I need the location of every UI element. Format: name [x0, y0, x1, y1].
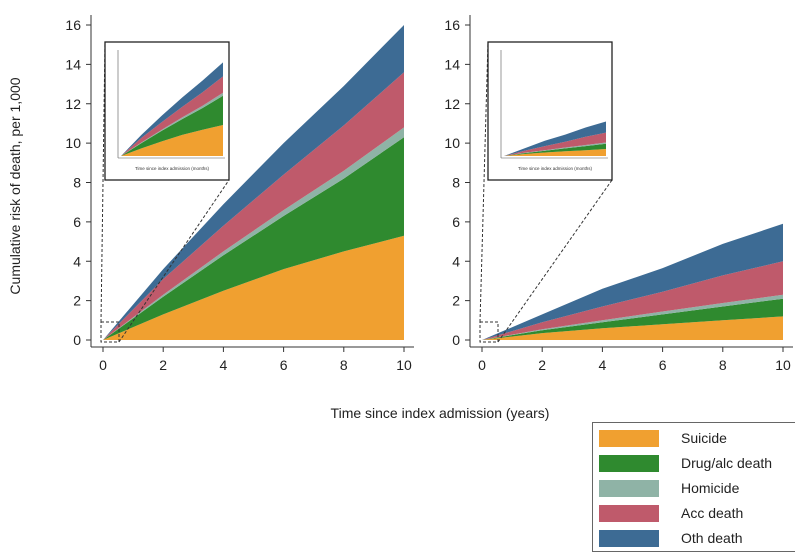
y-tick-label: 12 [444, 96, 460, 112]
area-suicide [482, 316, 783, 340]
inset-area-acc-death [121, 76, 223, 156]
zoom-connector-line [479, 41, 489, 323]
y-tick-label: 12 [65, 96, 81, 112]
legend-label: Suicide [681, 430, 727, 446]
area-suicide [103, 235, 404, 340]
legend-swatch [599, 454, 659, 472]
inset-area-oth-death [121, 62, 223, 156]
y-tick-label: 0 [452, 332, 460, 348]
x-tick-label: 0 [99, 357, 107, 373]
y-tick-label: 2 [452, 293, 460, 309]
y-tick-label: 6 [73, 214, 81, 230]
legend-item-suicide: Suicide [599, 429, 727, 447]
legend-label: Homicide [681, 480, 740, 496]
area-drug-alc-death [482, 298, 783, 340]
y-tick-label: 6 [452, 214, 460, 230]
inset-x-axis-title: Time since index admission (months) [135, 166, 210, 171]
y-tick-label: 4 [73, 253, 81, 269]
area-homicide [482, 294, 783, 340]
x-axis-title: Time since index admission (years) [331, 405, 550, 421]
y-tick-label: 0 [73, 332, 81, 348]
area-homicide [103, 127, 404, 341]
inset-area-oth-death [504, 121, 606, 156]
zoom-region-box [100, 321, 120, 343]
x-tick-label: 2 [538, 357, 546, 373]
inset-area-acc-death [504, 132, 606, 156]
y-tick-label: 16 [65, 17, 81, 33]
chart-legend: Suicide Drug/alc death Homicide Acc deat… [592, 422, 795, 552]
legend-item-acc-death: Acc death [599, 504, 743, 522]
y-tick-label: 14 [444, 56, 460, 72]
inset-area-homicide [504, 142, 606, 156]
y-tick-label: 16 [444, 17, 460, 33]
legend-item-oth-death: Oth death [599, 529, 743, 547]
legend-label: Oth death [681, 530, 743, 546]
inset-area-suicide [121, 125, 223, 156]
x-tick-label: 4 [220, 357, 228, 373]
inset-x-axis-title: Time since index admission (months) [518, 166, 593, 171]
inset-area-homicide [121, 92, 223, 156]
legend-swatch [599, 429, 659, 447]
x-tick-label: 10 [775, 357, 791, 373]
legend-swatch [599, 529, 659, 547]
area-oth-death [103, 25, 404, 340]
legend-swatch [599, 504, 659, 522]
inset-area-suicide [504, 149, 606, 156]
area-oth-death [482, 223, 783, 340]
x-tick-label: 8 [340, 357, 348, 373]
y-axis-title: Cumulative risk of death, per 1,000 [7, 77, 23, 294]
legend-item-homicide: Homicide [599, 479, 739, 497]
area-acc-death [103, 72, 404, 341]
chart-panel-2: 0 2 4 6 8 10 12 14 16 0 2 4 6 8 10 Time since index adm… [444, 15, 793, 373]
zoom-connector-line [497, 179, 613, 343]
x-tick-label: 2 [159, 357, 167, 373]
x-tick-label: 10 [396, 357, 412, 373]
inset-area-drug-alc-death [504, 143, 606, 156]
legend-label: Acc death [681, 505, 744, 521]
y-tick-label: 10 [444, 135, 460, 151]
x-tick-label: 4 [599, 357, 607, 373]
y-tick-label: 2 [73, 293, 81, 309]
legend-label: Drug/alc death [681, 455, 773, 471]
zoom-connector-line [118, 179, 230, 343]
area-acc-death [482, 261, 783, 340]
x-tick-label: 6 [659, 357, 667, 373]
area-drug-alc-death [103, 137, 404, 340]
zoom-connector-line [100, 41, 106, 323]
y-tick-label: 8 [73, 175, 81, 191]
legend-swatch [599, 479, 659, 497]
zoom-region-box [479, 321, 499, 343]
chart-panel-1: 0 2 4 6 8 10 12 14 16 0 2 4 6 8 10 Time since index adm… [65, 15, 414, 373]
inset-area-drug-alc-death [121, 95, 223, 156]
x-tick-label: 0 [478, 357, 486, 373]
x-tick-label: 8 [719, 357, 727, 373]
x-tick-label: 6 [280, 357, 288, 373]
y-tick-label: 8 [452, 175, 460, 191]
y-tick-label: 10 [65, 135, 81, 151]
inset-frame [487, 41, 613, 181]
y-tick-label: 4 [452, 253, 460, 269]
legend-item-drug-alc-death: Drug/alc death [599, 454, 772, 472]
y-tick-label: 14 [65, 56, 81, 72]
